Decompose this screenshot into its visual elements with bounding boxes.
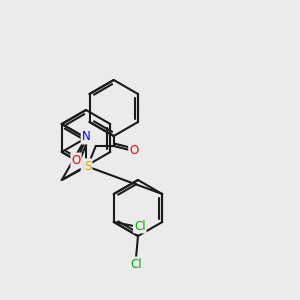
Text: N: N: [82, 160, 90, 172]
Text: O: O: [71, 154, 81, 166]
Text: Cl: Cl: [130, 257, 142, 271]
Text: O: O: [129, 143, 138, 157]
Text: S: S: [84, 160, 92, 172]
Text: Cl: Cl: [134, 220, 146, 232]
Text: N: N: [82, 130, 90, 143]
